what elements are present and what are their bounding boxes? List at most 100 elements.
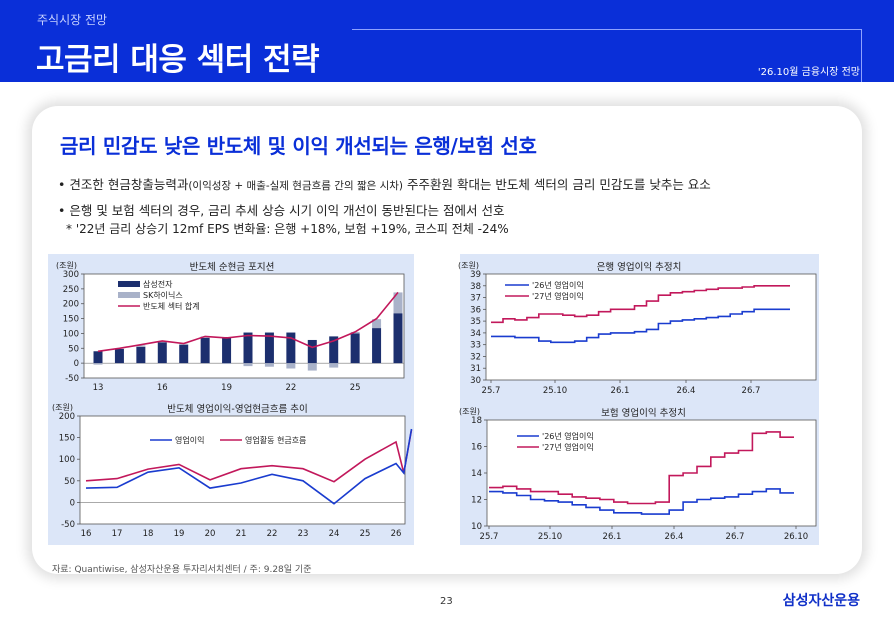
bullet-text-end: 주주환원 확대는 반도체 섹터의 금리 민감도를 낮추는 요소 bbox=[403, 177, 711, 192]
insurance-x-tick-label: 26.7 bbox=[726, 532, 745, 542]
brand-logo: 삼성자산운용 bbox=[782, 593, 860, 609]
cashflow-x-tick-label: 19 bbox=[174, 529, 185, 539]
netcash-bar-skhynix bbox=[393, 292, 403, 314]
cashflow-ocf-line bbox=[85, 429, 413, 483]
bank-y-tick-label: 35 bbox=[470, 317, 481, 327]
netcash-x-tick-label: 13 bbox=[93, 383, 104, 393]
insurance-legend-label: '27년 영업이익 bbox=[542, 442, 594, 452]
cashflow-x-tick-label: 24 bbox=[329, 529, 340, 539]
page-header: 주식시장 전망 고금리 대응 섹터 전략 '26.10월 금융시장 전망 bbox=[0, 0, 894, 82]
netcash-bar-skhynix bbox=[307, 363, 317, 371]
bank-x-tick-label: 26.4 bbox=[677, 386, 696, 396]
cashflow-x-tick-label: 21 bbox=[236, 529, 247, 539]
cashflow-y-tick-label: 200 bbox=[59, 412, 75, 422]
source-note: 자료: Quantiwise, 삼성자산운용 투자리서치센터 / 주: 9.28… bbox=[52, 565, 312, 575]
section-label: 주식시장 전망 bbox=[37, 13, 108, 27]
bank-y-tick-label: 38 bbox=[470, 282, 481, 292]
bullet-semiconductor: • 견조한 현금창출능력과(이익성장 + 매출-실제 현금흐름 간의 짧은 시차… bbox=[58, 174, 711, 193]
netcash-bar-skhynix bbox=[222, 363, 232, 365]
netcash-bar-samsung bbox=[157, 342, 167, 364]
insurance-y-tick-label: 18 bbox=[471, 416, 482, 426]
netcash-bar-skhynix bbox=[286, 363, 296, 369]
netcash-bar-samsung bbox=[114, 348, 124, 364]
bank-x-tick-label: 26.1 bbox=[611, 386, 630, 396]
bank-y-tick-label: 37 bbox=[470, 294, 481, 304]
insurance-x-tick-label: 26.4 bbox=[665, 532, 684, 542]
bank-y-tick-label: 31 bbox=[470, 364, 481, 374]
bank-x-tick-label: 26.7 bbox=[742, 386, 761, 396]
cashflow-op-line bbox=[85, 428, 413, 505]
page-title: 고금리 대응 섹터 전략 bbox=[36, 42, 320, 78]
netcash-bar-samsung bbox=[350, 333, 360, 364]
netcash-bar-samsung bbox=[136, 346, 146, 364]
insurance-y-tick-label: 10 bbox=[471, 522, 482, 532]
cashflow-x-tick-label: 22 bbox=[267, 529, 278, 539]
netcash-legend-label: SK하이닉스 bbox=[143, 290, 183, 300]
bank-y-tick-label: 33 bbox=[470, 341, 481, 351]
insurance-x-tick-label: 25.10 bbox=[538, 532, 562, 542]
netcash-y-tick-label: -50 bbox=[65, 374, 79, 384]
netcash-bar-samsung bbox=[307, 339, 317, 364]
netcash-y-tick-label: 250 bbox=[63, 285, 79, 295]
netcash-unit-label: (조원) bbox=[56, 261, 77, 270]
netcash-bar-samsung bbox=[286, 332, 296, 364]
report-tag: '26.10월 금융시장 전망 bbox=[757, 67, 860, 78]
netcash-bar-samsung bbox=[264, 332, 274, 364]
bank-chart-title: 은행 영업이익 추정치 bbox=[597, 261, 682, 273]
netcash-bar-samsung bbox=[243, 332, 253, 364]
netcash-y-tick-label: 200 bbox=[63, 300, 79, 310]
cashflow-legend-label: 영업활동 현금흐름 bbox=[245, 435, 306, 445]
bank-y-tick-label: 34 bbox=[470, 329, 481, 339]
cashflow-plot-area bbox=[79, 415, 406, 525]
insurance-chart-title: 보험 영업이익 추정치 bbox=[601, 407, 686, 419]
netcash-legend-label: 반도체 섹터 합계 bbox=[143, 301, 200, 311]
netcash-bar-skhynix bbox=[157, 341, 167, 343]
bank-y-tick-label: 30 bbox=[470, 376, 481, 386]
eps-note: * '22년 금리 상승기 12mf EPS 변화율: 은행 +18%, 보험 … bbox=[66, 222, 509, 236]
bullet-small-text: (이익성장 + 매출-실제 현금흐름 간의 짧은 시차) bbox=[188, 180, 404, 192]
cashflow-x-tick-label: 18 bbox=[143, 529, 154, 539]
bank-x-tick-label: 25.10 bbox=[543, 386, 567, 396]
cashflow-x-tick-label: 17 bbox=[112, 529, 123, 539]
bank-line-2027 bbox=[491, 284, 790, 324]
netcash-bar-samsung bbox=[179, 344, 189, 364]
cashflow-chart-title: 반도체 영업이익-영업현금흐름 추이 bbox=[167, 403, 308, 415]
netcash-y-tick-label: 300 bbox=[63, 270, 79, 280]
insurance-unit-label: (조원) bbox=[459, 407, 480, 416]
insurance-x-tick-label: 26.10 bbox=[784, 532, 808, 542]
netcash-x-tick-label: 22 bbox=[285, 383, 296, 393]
cashflow-y-tick-label: 150 bbox=[59, 434, 75, 444]
cashflow-unit-label: (조원) bbox=[52, 403, 73, 412]
bank-y-tick-label: 32 bbox=[470, 352, 481, 362]
insurance-line-2026 bbox=[489, 488, 794, 515]
netcash-bar-skhynix bbox=[372, 319, 382, 329]
bank-plot-area bbox=[485, 273, 817, 381]
netcash-y-tick-label: 0 bbox=[74, 359, 79, 369]
netcash-legend-swatch bbox=[118, 292, 140, 298]
netcash-bar-samsung bbox=[93, 351, 103, 364]
cashflow-legend-label: 영업이익 bbox=[175, 435, 204, 445]
netcash-bar-skhynix bbox=[93, 363, 103, 365]
netcash-x-tick-label: 16 bbox=[157, 383, 168, 393]
bank-y-tick-label: 39 bbox=[470, 270, 481, 280]
bank-legend-label: '26년 영업이익 bbox=[532, 280, 584, 290]
netcash-x-tick-label: 19 bbox=[221, 383, 232, 393]
insurance-x-tick-label: 25.7 bbox=[480, 532, 499, 542]
netcash-y-tick-label: 150 bbox=[63, 315, 79, 325]
netcash-bar-skhynix bbox=[329, 363, 339, 368]
header-divider-vertical bbox=[861, 29, 862, 82]
cashflow-y-tick-label: -50 bbox=[61, 520, 75, 530]
insurance-y-tick-label: 12 bbox=[471, 496, 482, 506]
netcash-bar-samsung bbox=[393, 313, 403, 364]
cashflow-x-tick-label: 20 bbox=[205, 529, 216, 539]
netcash-bar-samsung bbox=[329, 336, 339, 364]
bank-x-tick-label: 25.7 bbox=[482, 386, 501, 396]
netcash-legend-label: 삼성전자 bbox=[143, 279, 173, 289]
headline: 금리 민감도 낮은 반도체 및 이익 개선되는 은행/보험 선호 bbox=[60, 134, 537, 158]
insurance-line-2027 bbox=[489, 431, 794, 505]
cashflow-x-tick-label: 26 bbox=[391, 529, 402, 539]
netcash-bar-skhynix bbox=[264, 363, 274, 367]
header-divider bbox=[352, 29, 862, 30]
cashflow-x-tick-label: 23 bbox=[298, 529, 309, 539]
